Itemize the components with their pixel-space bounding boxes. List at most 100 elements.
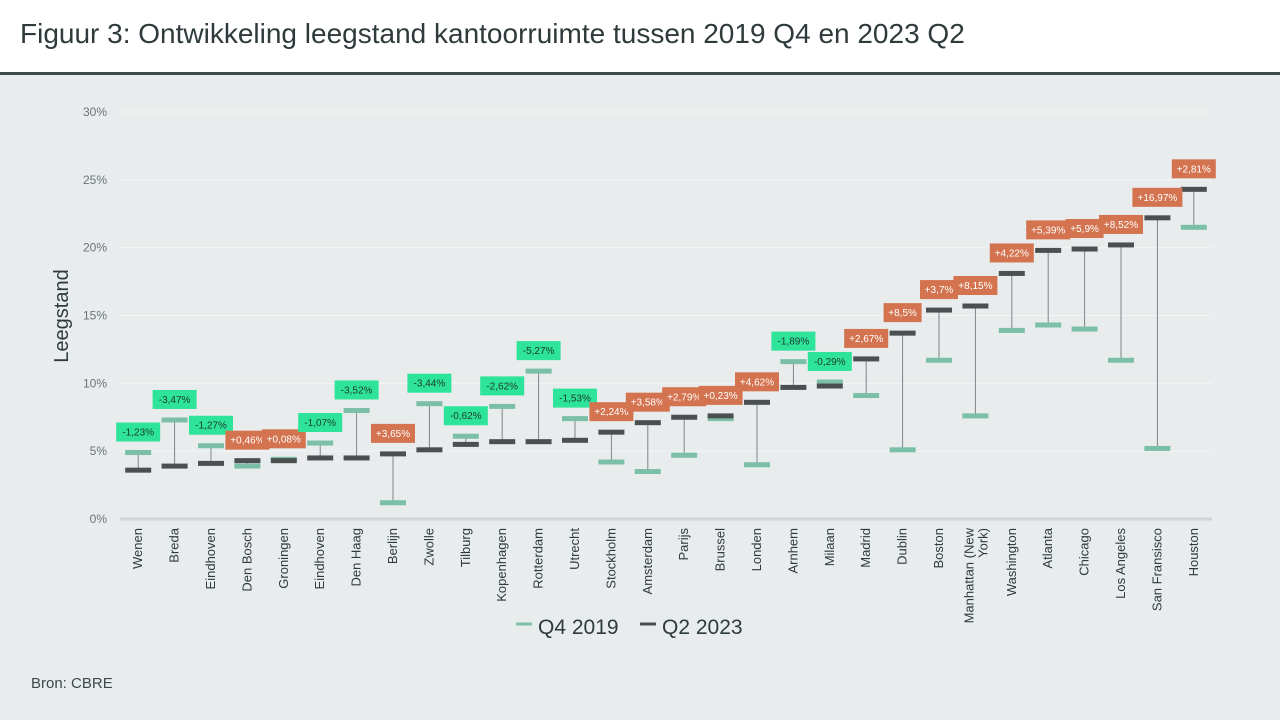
change-label-box [261,429,306,449]
marker-q4-2019 [1180,224,1207,230]
change-label: -3,52% [341,385,373,396]
marker-q2-2023 [998,270,1025,276]
marker-q4-2019 [816,379,843,385]
y-tick-label: 30% [83,105,107,119]
marker-q2-2023 [307,455,334,461]
change-label: -1,07% [304,418,336,429]
change-label: +8,15% [958,281,992,292]
x-tick-label: Arnhem [785,528,800,574]
change-label: +2,67% [849,334,883,345]
x-tick-label: Zwolle [421,528,436,566]
x-tick-label: Stockholm [603,528,618,589]
y-axis-label: Leegstand [51,269,73,362]
change-label-box [662,387,707,407]
y-tick-label: 5% [90,444,108,458]
change-label-box [625,392,670,412]
marker-q4-2019 [634,469,661,475]
marker-q4-2019 [707,416,734,422]
change-label-box [516,341,561,361]
marker-q4-2019 [1108,357,1134,363]
change-label-box [480,376,525,396]
change-label: +0,23% [703,391,737,402]
marker-q4-2019 [525,368,552,374]
marker-q2-2023 [1144,215,1171,221]
change-label: -3,44% [414,379,446,390]
x-tick-label: Amsterdam [640,528,655,594]
x-tick-label: Milaan [822,528,837,566]
marker-q4-2019 [125,450,152,456]
change-label-box [1065,219,1104,239]
marker-q2-2023 [234,458,261,464]
change-label: +4,22% [995,248,1029,259]
change-label-box [407,373,452,393]
marker-q4-2019 [926,357,952,363]
marker-q2-2023 [452,441,479,447]
x-tick-label: Boston [931,528,946,568]
change-label: -3,47% [159,395,191,406]
change-label-box [1026,220,1071,240]
marker-q4-2019 [234,463,261,469]
x-tick-label: Breda [167,527,182,562]
marker-q4-2019 [1071,326,1098,332]
change-label-box [735,372,779,392]
marker-q2-2023 [525,439,552,445]
marker-q2-2023 [198,460,224,466]
change-label-box [883,303,922,323]
x-tick-label: Berlijn [385,528,400,564]
change-label-box [807,351,852,371]
x-tick-label: Wenen [130,528,145,569]
x-tick-label: Den Bosch [239,528,254,592]
marker-q4-2019 [343,407,370,413]
marker-q2-2023 [1108,242,1134,248]
marker-q4-2019 [416,401,443,407]
marker-q4-2019 [998,327,1025,333]
y-tick-label: 0% [90,512,108,526]
marker-q2-2023 [816,383,843,389]
x-tick-label: Tilburg [458,528,473,567]
x-tick-label: Chicago [1077,528,1092,576]
y-tick-label: 10% [83,376,107,390]
marker-q2-2023 [380,451,406,457]
marker-q2-2023 [416,447,443,453]
x-tick-label: Madrid [858,528,873,568]
legend-label-q2-2023: Q2 2023 [662,616,743,639]
marker-q4-2019 [780,359,807,365]
header-bar: Figuur 3: Ontwikkeling leegstand kantoor… [0,0,1280,75]
change-label-box [1171,159,1216,179]
marker-q4-2019 [452,433,479,439]
marker-q2-2023 [1035,247,1062,253]
marker-q4-2019 [161,417,188,423]
chart-title: Figuur 3: Ontwikkeling leegstand kantoor… [20,18,965,49]
change-label-box [953,276,998,296]
marker-q4-2019 [562,416,588,422]
marker-q4-2019 [1035,322,1062,328]
marker-q2-2023 [270,458,297,464]
marker-q2-2023 [926,307,952,313]
marker-q4-2019 [198,443,224,449]
y-tick-label: 15% [83,309,107,323]
x-tick-label: Rotterdam [531,528,546,589]
x-tick-label: Eindhoven [312,528,327,589]
x-tick-label: Groningen [276,528,291,589]
change-label: +0,08% [267,434,301,445]
x-tick-label: Kopenhagen [494,528,509,602]
marker-q4-2019 [671,452,698,458]
change-label-box [1132,187,1183,207]
x-tick-label: Parijs [676,528,691,561]
change-label-box [989,243,1034,263]
source-note: Bron: CBRE [31,675,113,692]
marker-q4-2019 [380,500,406,506]
marker-q2-2023 [161,463,188,469]
change-label-box [371,423,415,443]
x-tick-label: Los Angeles [1113,528,1128,599]
marker-q2-2023 [853,356,880,362]
change-label: -1,23% [122,428,154,439]
marker-q4-2019 [1144,445,1171,451]
change-label-box [443,406,488,426]
change-label: +3,58% [631,398,665,409]
change-label: +3,65% [376,429,410,440]
marker-q2-2023 [489,439,516,445]
change-label-box [698,385,743,405]
x-tick-label: Houston [1186,528,1201,576]
